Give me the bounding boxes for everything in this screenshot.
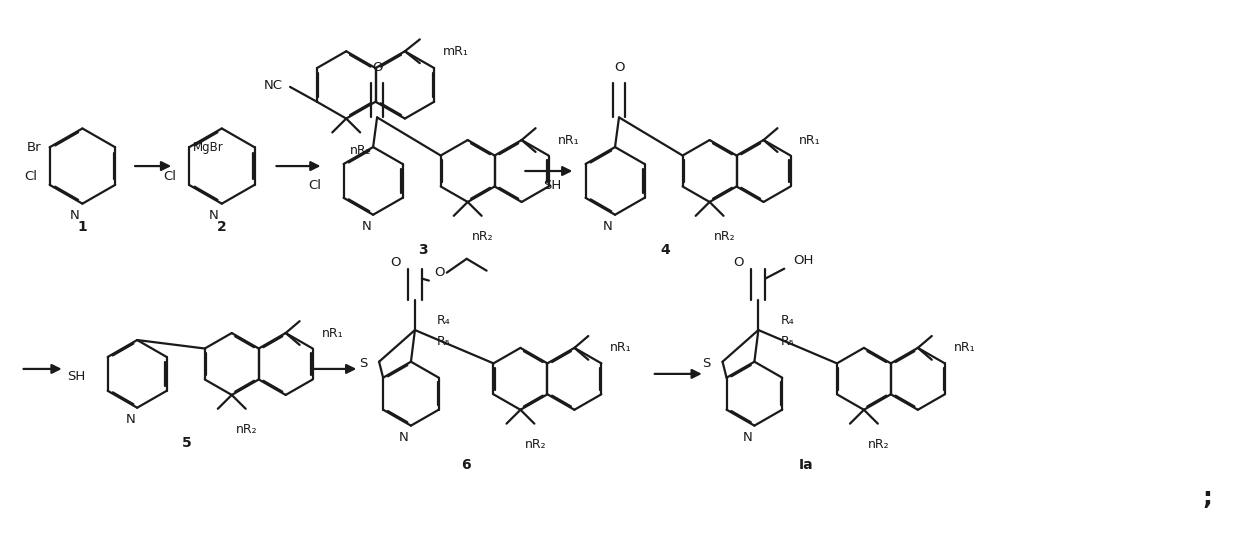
Text: mR₁: mR₁ <box>443 45 469 58</box>
Text: SH: SH <box>543 179 562 193</box>
Text: OH: OH <box>794 254 813 268</box>
Text: nR₂: nR₂ <box>713 230 735 243</box>
Text: R₄: R₄ <box>436 314 450 327</box>
Text: O: O <box>434 266 445 279</box>
Text: Ia: Ia <box>799 458 813 472</box>
Text: MgBr: MgBr <box>193 141 223 154</box>
Text: Cl: Cl <box>309 179 321 193</box>
Text: O: O <box>372 62 382 74</box>
Text: R₄: R₄ <box>780 314 794 327</box>
Text: 3: 3 <box>418 243 428 257</box>
Text: NC: NC <box>264 79 283 93</box>
Text: N: N <box>361 220 371 233</box>
Text: nR₁: nR₁ <box>321 326 343 340</box>
Text: ;: ; <box>1203 486 1213 509</box>
Text: 6: 6 <box>461 458 470 472</box>
Text: nR₂: nR₂ <box>236 423 258 436</box>
Text: Cl: Cl <box>24 171 37 184</box>
Text: N: N <box>210 209 218 222</box>
Text: R₅: R₅ <box>436 335 450 348</box>
Text: 1: 1 <box>78 220 87 234</box>
Text: O: O <box>733 256 744 269</box>
Text: nR₂: nR₂ <box>525 438 546 451</box>
Text: 5: 5 <box>182 436 192 450</box>
Text: S: S <box>358 357 367 370</box>
Text: 4: 4 <box>660 243 670 257</box>
Text: nR₂: nR₂ <box>471 230 494 243</box>
Text: N: N <box>399 431 409 444</box>
Text: N: N <box>603 220 613 233</box>
Text: nR₁: nR₁ <box>800 134 821 147</box>
Text: SH: SH <box>67 370 86 384</box>
Text: Br: Br <box>27 141 42 154</box>
Text: nR₁: nR₁ <box>954 341 976 354</box>
Text: nR₂: nR₂ <box>350 144 372 157</box>
Text: O: O <box>614 62 624 74</box>
Text: N: N <box>743 431 753 444</box>
Text: O: O <box>389 256 401 269</box>
Text: R₅: R₅ <box>780 335 794 348</box>
Text: S: S <box>702 357 711 370</box>
Text: Cl: Cl <box>164 171 176 184</box>
Text: nR₁: nR₁ <box>610 341 632 354</box>
Text: nR₂: nR₂ <box>868 438 889 451</box>
Text: N: N <box>125 413 135 426</box>
Text: 2: 2 <box>217 220 227 234</box>
Text: N: N <box>69 209 79 222</box>
Text: nR₁: nR₁ <box>558 134 579 147</box>
